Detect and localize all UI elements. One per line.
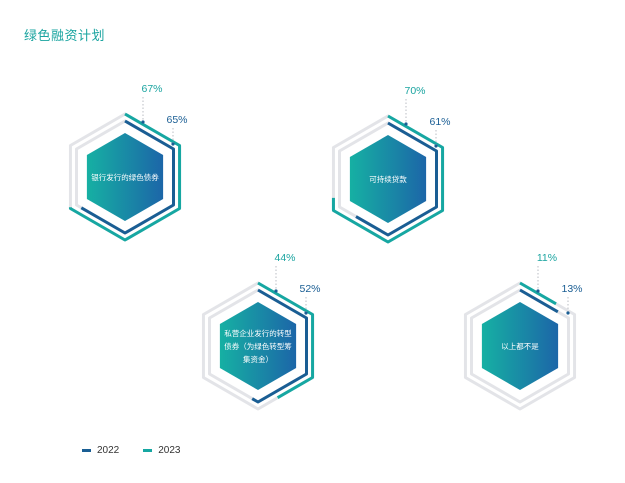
progress-2023: [68, 112, 182, 242]
leader-dot-2022: [566, 311, 570, 315]
value-label-2022: 65%: [166, 114, 187, 126]
leader-dot-2023: [404, 122, 408, 126]
category-label: 可持续贷款: [369, 174, 407, 184]
category-label: 私营企业发行的转型: [224, 328, 292, 338]
legend-item-2022: 2022: [82, 445, 119, 456]
progress-2022: [251, 288, 308, 404]
legend-label-2022: 2022: [97, 445, 120, 456]
leader-dot-2022: [434, 144, 438, 148]
category-hexagon: [481, 302, 559, 390]
value-label-2023: 44%: [274, 252, 295, 264]
value-label-2022: 52%: [299, 283, 320, 295]
progress-2023: [331, 114, 445, 244]
chart-title: 绿色融资计划: [24, 28, 106, 43]
progress-2023: [519, 281, 557, 306]
progress-2023: [257, 281, 315, 399]
track-outer: [463, 281, 577, 411]
category-label: 债券（为绿色转型筹: [224, 341, 292, 351]
progress-2022: [355, 121, 438, 237]
legend-swatch-2023: [143, 449, 153, 452]
leader-dot-2023: [536, 289, 540, 293]
category-hexagon: [349, 135, 427, 223]
category-label: 集资金）: [243, 354, 273, 364]
leader-dot-2023: [141, 120, 145, 124]
category-hexagon: [86, 133, 164, 221]
value-label-2022: 61%: [429, 116, 450, 128]
leader-dot-2023: [274, 289, 278, 293]
legend-label-2023: 2023: [158, 445, 181, 456]
value-label-2022: 13%: [561, 283, 582, 295]
leader-dot-2022: [171, 142, 175, 146]
progress-2022: [519, 288, 559, 314]
category-label: 以上都不是: [501, 342, 539, 351]
track-inner: [470, 288, 570, 404]
value-label-2023: 11%: [537, 252, 557, 264]
legend-item-2023: 2023: [143, 445, 181, 456]
legend: 2022 2023: [82, 445, 181, 456]
leader-dot-2022: [304, 311, 308, 315]
value-label-2023: 70%: [404, 85, 425, 97]
category-hexagon: [219, 302, 297, 390]
hexagon-group: 银行发行的绿色债券 67% 65%: [68, 83, 188, 242]
progress-2022: [80, 119, 175, 235]
category-label: 银行发行的绿色债券: [91, 172, 159, 182]
hexagon-group: 以上都不是 11% 13%: [463, 252, 583, 411]
hexagon-group: 可持续贷款 70% 61%: [331, 85, 451, 244]
legend-swatch-2022: [82, 449, 91, 452]
value-label-2023: 67%: [141, 83, 162, 95]
